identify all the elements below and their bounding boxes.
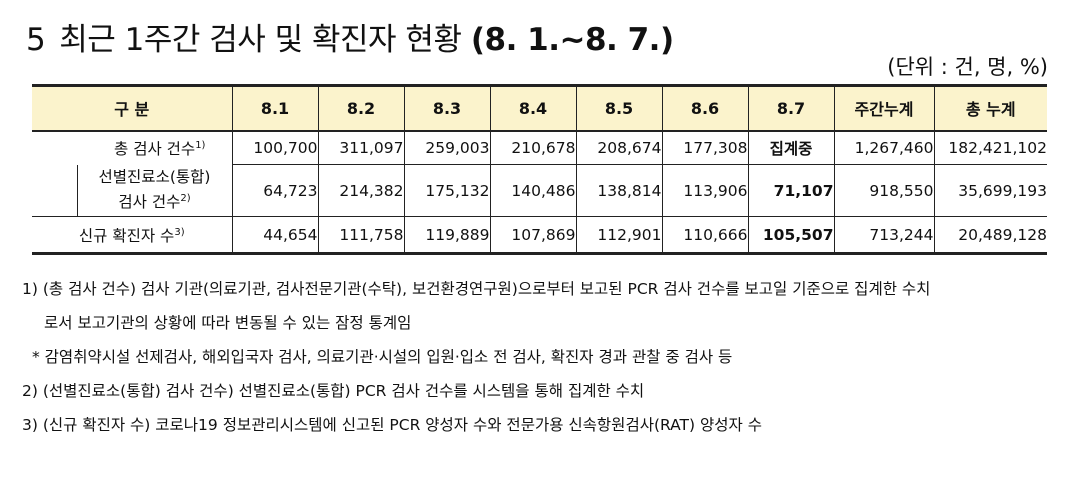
footnote-3: 3) (신규 확진자 수) 코로나19 정보관리시스템에 신고된 PCR 양성자… (22, 416, 762, 434)
header-date: 8.2 (317, 84, 405, 132)
header-date: 8.6 (661, 84, 749, 132)
table-row-new-cases: 신규 확진자 수3) 44,654 111,758 119,889 107,86… (32, 216, 1047, 255)
table-cell: 35,699,193 (933, 164, 1047, 217)
header-date: 8.5 (575, 84, 663, 132)
table-cell: 20,489,128 (933, 216, 1047, 255)
table-cell: 140,486 (489, 164, 577, 217)
unit-label: (단위 : 건, 명, %) (887, 55, 1048, 79)
table-cell-pending: 집계중 (747, 130, 835, 165)
table-cell: 214,382 (317, 164, 405, 217)
table-row-screening-tests: 선별진료소(통합) 검사 건수2) 64,723 214,382 175,132… (32, 164, 1047, 217)
footnote-marker: 2) (180, 193, 191, 205)
footnote-1-continued: 로서 보고기관의 상황에 따라 변동될 수 있는 잠정 통계임 (44, 314, 412, 332)
table-cell: 112,901 (575, 216, 663, 255)
table-cell: 208,674 (575, 130, 663, 165)
table-cell: 259,003 (403, 130, 491, 165)
header-weekly-total: 주간누계 (833, 84, 935, 132)
table-cell: 918,550 (833, 164, 935, 217)
table-cell: 44,654 (231, 216, 319, 255)
table-cell: 175,132 (403, 164, 491, 217)
footnotes: 1) (총 검사 건수) 검사 기관(의료기관, 검사전문기관(수탁), 보건환… (22, 272, 930, 442)
row-label: 총 검사 건수1) (114, 139, 206, 158)
footnote-marker: 1) (195, 139, 206, 151)
row-label: 신규 확진자 수3) (32, 216, 233, 255)
header-date: 8.4 (489, 84, 577, 132)
table-row-total-tests: 총 검사 건수1) 100,700 311,097 259,003 210,67… (32, 130, 1047, 165)
row-label: 선별진료소(통합) 검사 건수2) (76, 164, 233, 217)
table-cell: 113,906 (661, 164, 749, 217)
table-cell: 110,666 (661, 216, 749, 255)
table-cell: 100,700 (231, 130, 319, 165)
footnote-star: * 감염취약시설 선제검사, 해외입국자 검사, 의료기관·시설의 입원·입소 … (32, 348, 733, 366)
header-grand-total: 총 누계 (933, 84, 1047, 132)
table-cell: 177,308 (661, 130, 749, 165)
table-cell: 71,107 (747, 164, 835, 217)
header-date: 8.1 (231, 84, 319, 132)
stats-table: 구 분 8.1 8.2 8.3 8.4 8.5 8.6 8.7 주간누계 총 누… (32, 84, 1047, 255)
footnote-marker: 3) (174, 226, 185, 238)
header-date: 8.3 (403, 84, 491, 132)
footnote-1: 1) (총 검사 건수) 검사 기관(의료기관, 검사전문기관(수탁), 보건환… (22, 280, 931, 298)
footnote-2: 2) (선별진료소(통합) 검사 건수) 선별진료소(통합) PCR 검사 건수… (22, 382, 645, 400)
table-cell: 119,889 (403, 216, 491, 255)
table-cell: 713,244 (833, 216, 935, 255)
table-cell: 111,758 (317, 216, 405, 255)
header-category: 구 분 (32, 84, 233, 132)
table-cell: 311,097 (317, 130, 405, 165)
title-dates: (8. 1.~8. 7.) (470, 22, 674, 58)
table-cell: 64,723 (231, 164, 319, 217)
header-row: 구 분 8.1 8.2 8.3 8.4 8.5 8.6 8.7 주간누계 총 누… (32, 84, 1047, 132)
table-cell: 105,507 (747, 216, 835, 255)
indent-spacer (32, 165, 77, 217)
section-number: 5 (26, 22, 46, 58)
table-cell: 182,421,102 (933, 130, 1047, 165)
page-title: 5 최근 1주간 검사 및 확진자 현황 (8. 1.~8. 7.) (26, 14, 674, 59)
table-cell: 138,814 (575, 164, 663, 217)
header-date: 8.7 (747, 84, 835, 132)
table-cell: 107,869 (489, 216, 577, 255)
table-cell: 1,267,460 (833, 130, 935, 165)
title-text: 최근 1주간 검사 및 확진자 현황 (59, 22, 462, 58)
table-cell: 210,678 (489, 130, 577, 165)
